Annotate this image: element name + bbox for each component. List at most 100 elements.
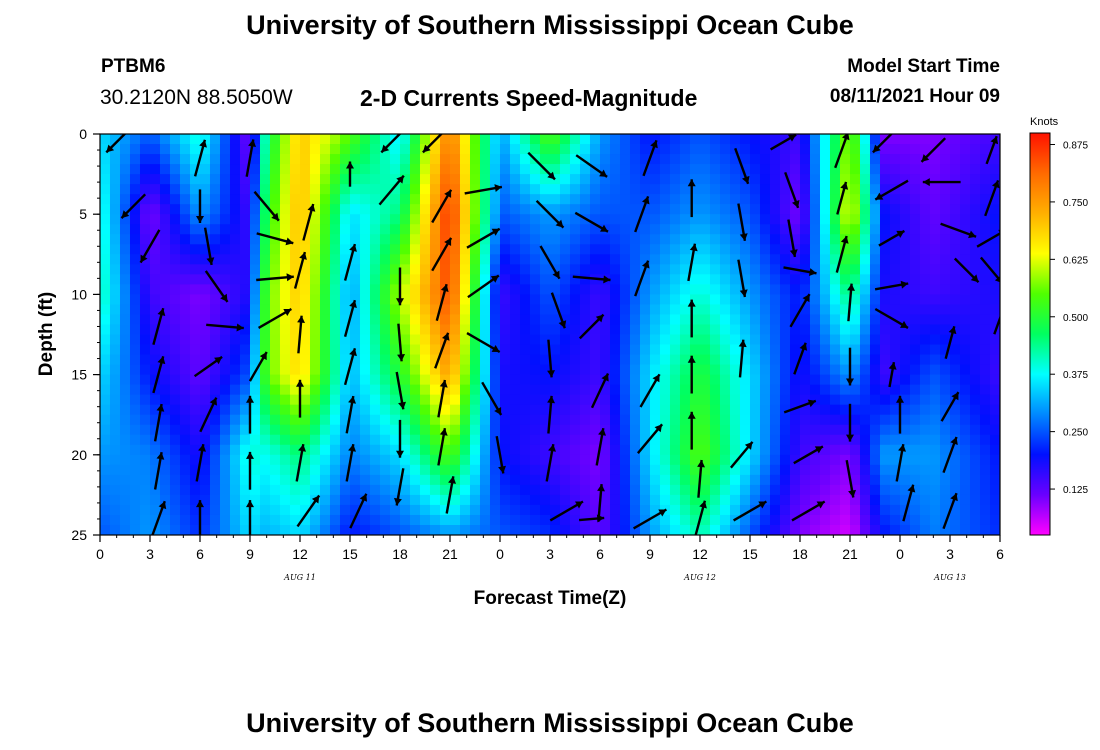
heatmap-cell [190,474,201,486]
heatmap-cell [450,214,461,225]
heatmap-cell [960,384,971,396]
current-vector [549,500,584,522]
heatmap-cell [810,264,821,275]
heatmap-cell [840,144,851,155]
heatmap-cell [270,414,281,426]
heatmap-cell [190,144,201,155]
heatmap-cell [190,154,201,165]
heatmap-cell [410,184,421,195]
heatmap-cell [550,404,561,416]
heatmap-cell [620,224,631,235]
heatmap-cell [310,264,321,275]
heatmap-cell [660,244,671,255]
heatmap-cell [450,444,461,456]
heatmap-cell [370,494,381,506]
heatmap-cell [150,504,161,516]
heatmap-cell [160,454,171,466]
heatmap-cell [480,324,491,336]
heatmap-cell [900,334,911,346]
heatmap-cell [790,524,801,535]
heatmap-cell [390,194,401,205]
heatmap-cell [430,224,441,235]
heatmap-cell [990,504,1000,516]
heatmap-cell [460,284,471,296]
heatmap-cell [550,454,561,466]
heatmap-cell [720,354,731,366]
heatmap-cell [530,364,541,376]
heatmap-cell [820,454,831,466]
heatmap-cell [690,354,701,366]
heatmap-cell [530,214,541,225]
heatmap-cell [450,344,461,356]
heatmap-cell [810,454,821,466]
heatmap-cell [940,254,951,265]
heatmap-cell [270,464,281,476]
heatmap-cell [670,224,681,235]
heatmap-cell [850,404,861,416]
heatmap-cell [620,164,631,175]
heatmap-cell [630,214,641,225]
heatmap-cell [130,224,141,235]
heatmap-cell [840,434,851,446]
heatmap-cell [970,494,981,506]
heatmap-cell [410,424,421,436]
heatmap-cell [810,334,821,346]
heatmap-cell [370,144,381,155]
heatmap-cell [280,284,291,296]
current-vector [572,275,611,284]
heatmap-cell [550,344,561,356]
heatmap-cell [140,384,151,396]
heatmap-cell [540,194,551,205]
heatmap-cell [890,524,901,535]
heatmap-cell [130,164,141,175]
heatmap-cell [860,514,871,526]
heatmap-cell [340,144,351,155]
heatmap-cell [220,194,231,205]
heatmap-cell [380,324,391,336]
heatmap-cell [350,294,361,306]
current-vector [151,500,167,535]
heatmap-cell [260,504,271,516]
heatmap-cell [210,464,221,476]
current-vector [343,243,357,281]
heatmap-cell [430,184,441,195]
heatmap-cell [640,494,651,506]
heatmap-cell [150,264,161,275]
heatmap-cell [700,294,711,306]
heatmap-cell [180,234,191,245]
heatmap-cell [650,344,661,356]
heatmap-cell [100,254,111,265]
heatmap-cell [450,464,461,476]
heatmap-cell [450,334,461,346]
heatmap-cell [880,524,891,535]
heatmap-cell [770,434,781,446]
heatmap-cell [790,404,801,416]
heatmap-cell [590,184,601,195]
vector-head [840,236,849,244]
vector-head [990,136,999,145]
heatmap-cell [580,234,591,245]
heatmap-cell [680,464,691,476]
heatmap-cell [620,194,631,205]
heatmap-cell [120,344,131,356]
heatmap-cell [770,394,781,406]
heatmap-cell [900,404,911,416]
heatmap-cell [830,244,841,255]
heatmap-cell [330,464,341,476]
heatmap-cell [700,134,711,145]
current-vector [434,332,450,369]
heatmap-cell [270,364,281,376]
heatmap-cell [400,204,411,215]
heatmap-cell [960,404,971,416]
heatmap-cell [750,394,761,406]
y-tick-label: 10 [71,286,87,302]
heatmap-cell [380,404,391,416]
heatmap-cell [730,504,741,516]
heatmap-cell [190,244,201,255]
heatmap-cell [100,504,111,516]
heatmap-cell [760,384,771,396]
heatmap-cell [110,414,121,426]
heatmap-cell [750,464,761,476]
heatmap-cell [890,464,901,476]
heatmap-cell [820,464,831,476]
